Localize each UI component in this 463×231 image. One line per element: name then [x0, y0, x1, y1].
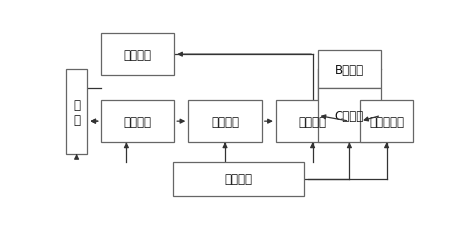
- Text: 接收电路: 接收电路: [123, 115, 151, 128]
- Text: 发射电路: 发射电路: [123, 49, 151, 61]
- Bar: [172, 162, 304, 196]
- Bar: [317, 89, 380, 143]
- Text: 系统控制: 系统控制: [224, 173, 252, 186]
- Bar: [359, 100, 412, 143]
- Text: 混合与显示: 混合与显示: [368, 115, 403, 128]
- Bar: [100, 34, 174, 76]
- Text: B后处理: B后处理: [334, 64, 363, 76]
- Bar: [275, 100, 349, 143]
- Text: C后处理: C后处理: [334, 109, 363, 122]
- Text: 探
头: 探 头: [73, 98, 80, 126]
- Text: 信号处理: 信号处理: [298, 115, 326, 128]
- Text: 波束合成: 波束合成: [211, 115, 238, 128]
- Bar: [66, 70, 87, 154]
- Bar: [100, 100, 174, 143]
- Bar: [317, 51, 380, 89]
- Bar: [188, 100, 261, 143]
